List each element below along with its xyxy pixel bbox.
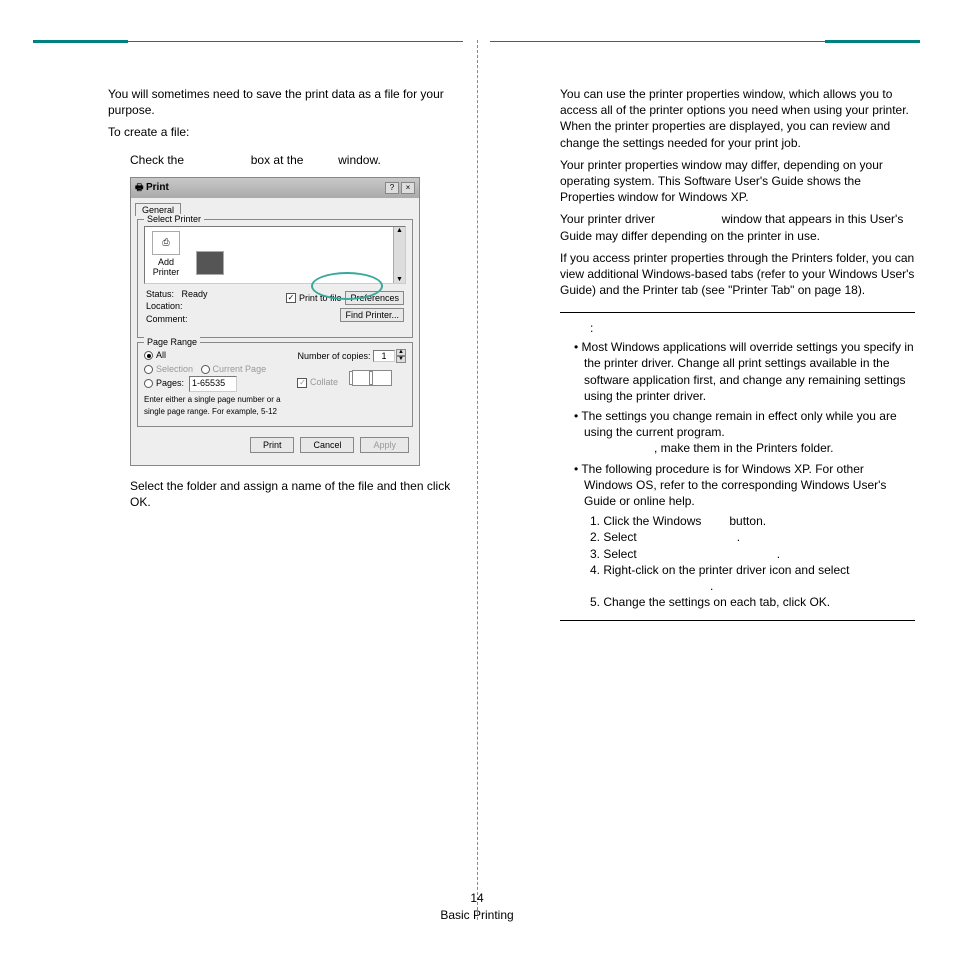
radio-pages[interactable] xyxy=(144,379,153,388)
right-p1: You can use the printer properties windo… xyxy=(560,86,915,151)
apply-button[interactable]: Apply xyxy=(360,437,409,453)
collate-icon xyxy=(347,371,387,387)
status-value: Ready xyxy=(182,289,208,299)
copies-row: Number of copies: 1 ▲▼ xyxy=(297,349,406,363)
bullet-1: Most Windows applications will override … xyxy=(574,339,915,404)
header-rule-left-thin xyxy=(128,41,463,42)
print-dialog: Print ? × General Select Printer ⎙ Add P… xyxy=(130,177,420,466)
left-step: Check the box at the window. xyxy=(130,153,458,167)
spin-down-icon[interactable]: ▼ xyxy=(396,356,406,363)
collate-checkbox[interactable]: ✓ xyxy=(297,378,307,388)
radio-selection-row: Selection Current Page xyxy=(144,363,284,377)
bullet-3: The following procedure is for Windows X… xyxy=(574,461,915,510)
print-to-file-label: Print to file xyxy=(299,293,342,303)
group-select-printer: Select Printer ⎙ Add Printer xyxy=(137,219,413,339)
right-p3: Your printer driver window that appears … xyxy=(560,211,915,243)
left-column: You will sometimes need to save the prin… xyxy=(108,86,458,510)
header-rule-left-thick xyxy=(33,40,128,43)
step-4: 4. Right-click on the printer driver ico… xyxy=(590,562,915,594)
step-prefix: Check the xyxy=(130,153,184,167)
add-printer-icon: ⎙ xyxy=(152,231,180,255)
notes-box: : Most Windows applications will overrid… xyxy=(560,312,915,621)
collate-label: Collate xyxy=(310,377,338,387)
scrollbar[interactable] xyxy=(393,227,405,283)
print-button[interactable]: Print xyxy=(250,437,295,453)
right-column: You can use the printer properties windo… xyxy=(560,86,915,621)
footer-section: Basic Printing xyxy=(0,907,954,924)
collate-row: ✓ Collate xyxy=(297,371,406,388)
radio-all[interactable]: All xyxy=(144,349,284,363)
left-intro-1: You will sometimes need to save the prin… xyxy=(108,86,458,118)
right-p2: Your printer properties window may diffe… xyxy=(560,157,915,206)
dialog-titlebar: Print ? × xyxy=(131,178,419,198)
dialog-title: Print xyxy=(135,180,169,196)
radio-current-page[interactable] xyxy=(201,365,210,374)
step-1: 1. Click the Windowsbutton. xyxy=(590,513,915,529)
spin-up-icon[interactable]: ▲ xyxy=(396,349,406,356)
column-divider xyxy=(477,40,478,920)
page: You will sometimes need to save the prin… xyxy=(0,0,954,954)
find-printer-button[interactable]: Find Printer... xyxy=(340,308,404,322)
copies-value[interactable]: 1 xyxy=(373,350,395,362)
comment-label: Comment: xyxy=(146,313,208,326)
help-button[interactable]: ? xyxy=(385,182,399,194)
dialog-body: General Select Printer ⎙ Add Printer xyxy=(131,198,419,465)
printer-list[interactable]: ⎙ Add Printer xyxy=(144,226,406,284)
copies-label: Number of copies: xyxy=(297,351,370,361)
bullet-2: The settings you change remain in effect… xyxy=(574,408,915,457)
step-2: 2. Select. xyxy=(590,529,915,545)
cancel-button[interactable]: Cancel xyxy=(300,437,354,453)
status-label: Status: xyxy=(146,289,174,299)
right-p4: If you access printer properties through… xyxy=(560,250,915,299)
header-rule-right-thick xyxy=(825,40,920,43)
pages-hint: Enter either a single page number or a s… xyxy=(144,394,284,418)
add-printer-label: Add Printer xyxy=(149,257,183,277)
checkbox-icon: ✓ xyxy=(286,293,296,303)
left-intro-2: To create a file: xyxy=(108,124,458,140)
page-number: 14 xyxy=(0,890,954,907)
notes-lead: : xyxy=(590,321,915,335)
group-page-range-title: Page Range xyxy=(144,337,200,347)
add-printer-item[interactable]: ⎙ Add Printer xyxy=(149,231,183,277)
pages-input[interactable]: 1-65535 xyxy=(189,376,237,392)
location-label: Location: xyxy=(146,300,208,313)
group-page-range: Page Range All Selection Current Page Pa… xyxy=(137,342,413,427)
step-3: 3. Select. xyxy=(590,546,915,562)
preferences-button[interactable]: Preferences xyxy=(345,291,404,305)
close-button[interactable]: × xyxy=(401,182,415,194)
radio-pages-row: Pages: 1-65535 xyxy=(144,376,284,392)
left-after: Select the folder and assign a name of t… xyxy=(130,478,458,510)
group-select-printer-title: Select Printer xyxy=(144,214,204,224)
copies-spinner[interactable]: 1 ▲▼ xyxy=(373,349,406,363)
status-block: Status: Ready Location: Comment: xyxy=(146,288,208,326)
header-rule-right-thin xyxy=(490,41,825,42)
step-5: 5. Change the settings on each tab, clic… xyxy=(590,594,915,610)
printer-icon xyxy=(196,251,224,275)
radio-selection[interactable] xyxy=(144,365,153,374)
print-to-file-checkbox[interactable]: ✓ Print to file xyxy=(286,293,342,303)
step-mid: box at the xyxy=(251,153,304,167)
footer: 14 Basic Printing xyxy=(0,890,954,924)
printer-item[interactable] xyxy=(193,251,227,277)
step-suffix: window. xyxy=(338,153,381,167)
